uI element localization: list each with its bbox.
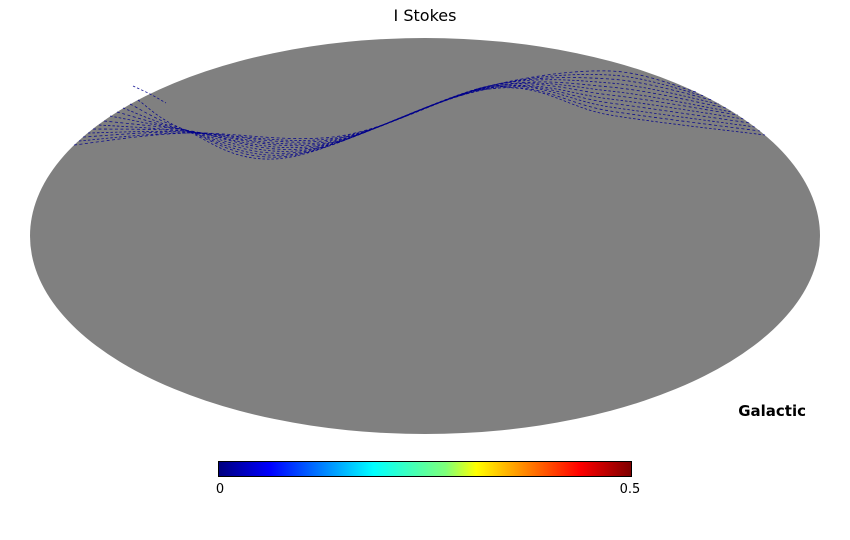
colorbar-tick-min: 0 [215, 482, 225, 497]
coordinate-label: Galactic [738, 402, 806, 420]
scan-trace [73, 70, 697, 146]
scan-traces [73, 70, 766, 160]
scan-trace [109, 85, 745, 152]
scan-trace [103, 83, 739, 150]
figure-title: I Stokes [393, 6, 457, 25]
scan-trace [132, 85, 167, 104]
colorbar-gradient [219, 462, 631, 476]
colorbar [218, 461, 632, 477]
colorbar-tick-max: 0.5 [619, 482, 641, 497]
sky-map-ellipse [30, 38, 820, 434]
